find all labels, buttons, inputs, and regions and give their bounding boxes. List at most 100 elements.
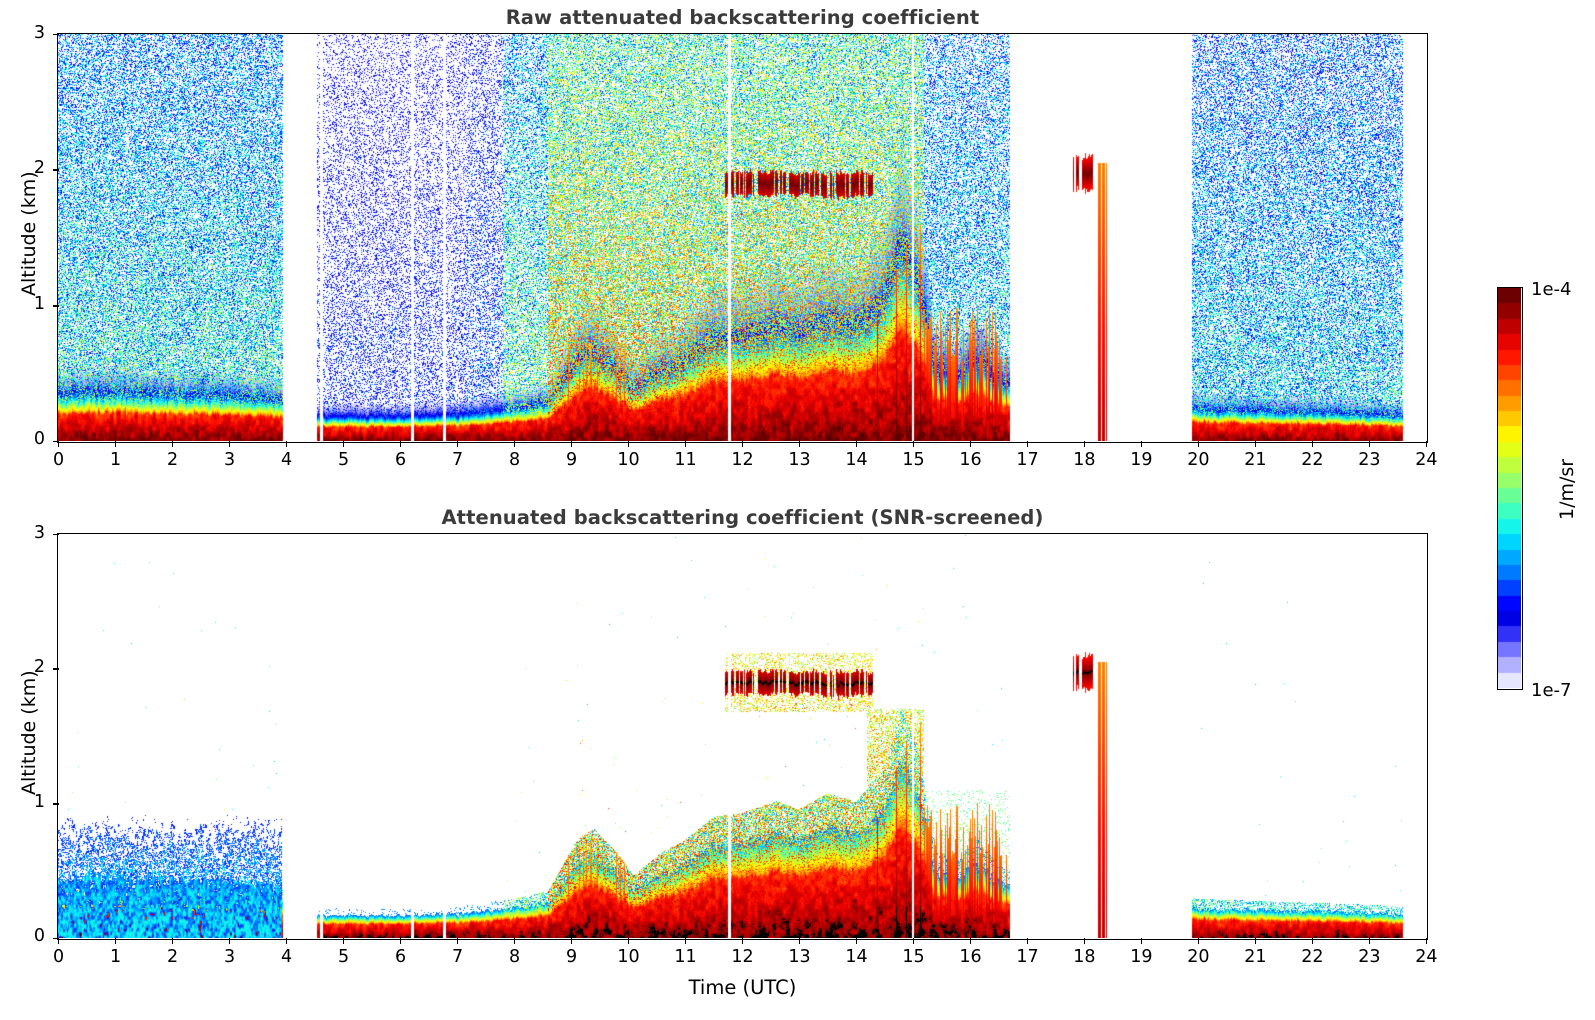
y-tick-label: 3 xyxy=(33,522,45,543)
x-tick-mark xyxy=(969,938,972,945)
y-tick-mark xyxy=(52,305,59,307)
x-tick-label: 7 xyxy=(451,947,464,967)
x-tick-mark xyxy=(684,938,687,945)
panel-screened-title: Attenuated backscattering coefficient (S… xyxy=(441,506,1044,529)
x-tick-label: 4 xyxy=(280,450,293,470)
x-tick-mark xyxy=(741,938,744,945)
x-tick-mark xyxy=(456,441,459,448)
x-tick-label: 11 xyxy=(674,450,697,470)
x-tick-mark xyxy=(399,938,402,945)
x-tick-label: 6 xyxy=(394,450,407,470)
x-tick-mark xyxy=(798,938,801,945)
x-tick-mark xyxy=(1254,441,1257,448)
x-tick-label: 3 xyxy=(223,450,236,470)
x-tick-mark xyxy=(171,441,174,448)
panel-raw-title: Raw attenuated backscattering coefficien… xyxy=(505,6,980,29)
x-tick-mark xyxy=(1368,938,1371,945)
y-tick-mark xyxy=(52,440,59,443)
x-tick-label: 1 xyxy=(110,450,122,470)
x-tick-label: 0 xyxy=(53,450,65,470)
x-tick-label: 19 xyxy=(1130,450,1153,470)
colorbar-gradient xyxy=(1498,288,1521,688)
x-tick-mark xyxy=(1197,441,1200,448)
x-tick-mark xyxy=(1026,441,1029,448)
x-tick-label: 20 xyxy=(1187,450,1210,470)
x-tick-mark xyxy=(1083,938,1086,945)
x-tick-mark xyxy=(570,441,573,448)
x-tick-label: 17 xyxy=(1016,947,1039,967)
x-tick-mark xyxy=(1368,441,1371,448)
y-tick-mark xyxy=(52,33,59,36)
x-tick-label: 16 xyxy=(959,947,982,967)
x-tick-mark xyxy=(684,441,687,448)
x-tick-mark xyxy=(627,441,630,448)
x-tick-label: 9 xyxy=(565,450,578,470)
x-tick-mark xyxy=(912,938,915,945)
y-tick-label: 2 xyxy=(33,158,45,179)
x-tick-label: 0 xyxy=(53,947,65,967)
panel-screened-y-axis-label: Altitude (km) xyxy=(18,669,40,795)
x-tick-mark xyxy=(1311,441,1314,448)
x-tick-mark xyxy=(399,441,402,448)
x-tick-label: 18 xyxy=(1073,947,1096,967)
x-tick-mark xyxy=(1311,938,1314,945)
x-tick-mark xyxy=(1140,938,1143,945)
panel-raw-plot-area xyxy=(57,33,1428,443)
x-tick-mark xyxy=(114,441,117,448)
x-tick-label: 23 xyxy=(1358,450,1381,470)
y-tick-mark xyxy=(52,169,59,171)
x-tick-label: 15 xyxy=(902,947,925,967)
y-tick-label: 0 xyxy=(33,926,45,947)
x-tick-label: 24 xyxy=(1415,947,1438,967)
colorbar xyxy=(1497,287,1523,690)
x-tick-label: 11 xyxy=(674,947,697,967)
x-tick-label: 10 xyxy=(617,947,640,967)
x-tick-mark xyxy=(228,441,231,448)
x-tick-label: 20 xyxy=(1187,947,1210,967)
y-tick-label: 3 xyxy=(33,22,45,43)
x-tick-label: 23 xyxy=(1358,947,1381,967)
x-tick-label: 4 xyxy=(280,947,293,967)
x-tick-label: 22 xyxy=(1301,450,1324,470)
x-tick-mark xyxy=(855,441,858,448)
x-tick-label: 5 xyxy=(337,947,350,967)
x-tick-mark xyxy=(1254,938,1257,945)
y-tick-label: 1 xyxy=(33,791,45,812)
colorbar-axis-label: 1/m/sr xyxy=(1556,458,1578,520)
x-tick-label: 6 xyxy=(394,947,407,967)
x-tick-label: 1 xyxy=(110,947,122,967)
x-axis-label: Time (UTC) xyxy=(688,976,797,999)
x-tick-mark xyxy=(1425,441,1428,448)
x-tick-label: 12 xyxy=(731,947,754,967)
x-tick-label: 2 xyxy=(167,947,179,967)
y-tick-label: 0 xyxy=(33,429,45,450)
x-tick-label: 5 xyxy=(337,450,350,470)
x-tick-label: 9 xyxy=(565,947,578,967)
x-tick-mark xyxy=(513,441,516,448)
x-tick-label: 10 xyxy=(617,450,640,470)
x-tick-mark xyxy=(1197,938,1200,945)
y-tick-label: 2 xyxy=(33,657,45,678)
x-tick-label: 17 xyxy=(1016,450,1039,470)
x-tick-mark xyxy=(57,441,60,448)
y-tick-mark xyxy=(52,803,59,805)
x-tick-label: 19 xyxy=(1130,947,1153,967)
x-tick-label: 21 xyxy=(1244,450,1267,470)
x-tick-label: 8 xyxy=(508,947,521,967)
x-tick-mark xyxy=(285,441,288,448)
x-tick-mark xyxy=(228,938,231,945)
x-tick-label: 24 xyxy=(1415,450,1438,470)
y-tick-mark xyxy=(52,937,59,940)
x-tick-label: 14 xyxy=(845,947,868,967)
x-tick-mark xyxy=(1140,441,1143,448)
x-tick-mark xyxy=(798,441,801,448)
x-tick-label: 13 xyxy=(788,450,811,470)
x-tick-label: 13 xyxy=(788,947,811,967)
y-tick-mark xyxy=(52,533,59,536)
colorbar-max-label: 1e-4 xyxy=(1531,279,1572,300)
colorbar-min-label: 1e-7 xyxy=(1531,680,1572,701)
x-tick-label: 15 xyxy=(902,450,925,470)
x-tick-mark xyxy=(456,938,459,945)
x-tick-label: 3 xyxy=(223,947,236,967)
